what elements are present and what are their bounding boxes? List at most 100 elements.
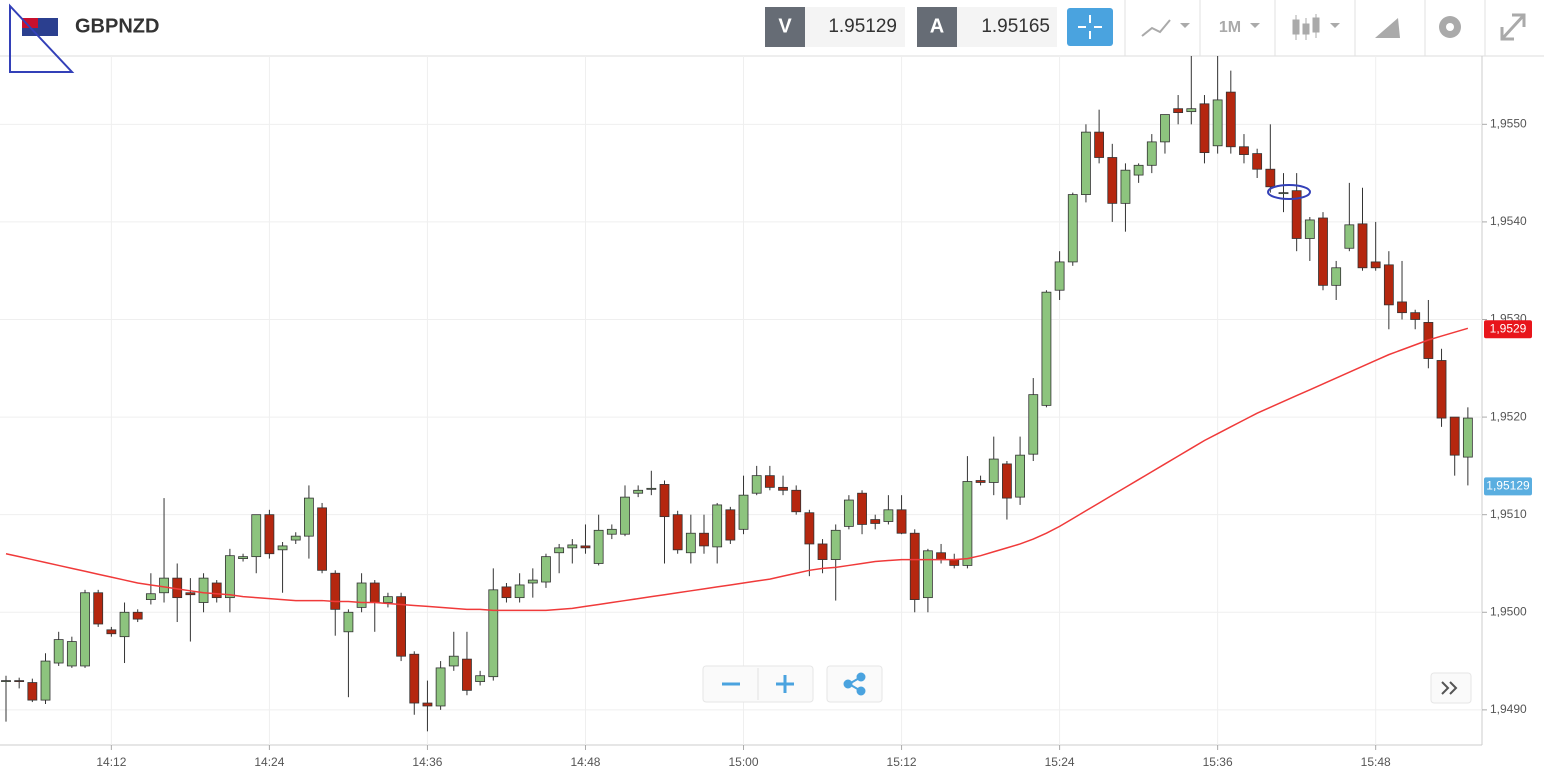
candle-body [462,658,472,691]
flag-part [22,18,38,28]
candle-body [685,532,696,554]
candle-body [1462,417,1473,458]
candle-body [106,629,117,635]
candle-body [435,667,446,707]
candle-body [896,509,907,534]
candle-body [343,611,354,633]
scroll-right-icon [1441,681,1458,695]
candle-body [488,589,499,678]
candle-body [725,509,736,541]
x-tick-label: 15:00 [729,755,759,769]
candle-body [264,514,275,555]
crosshair-button[interactable] [1067,8,1113,46]
candle-body [290,535,301,541]
scroll-right-button[interactable] [1430,672,1472,704]
candle-icon[interactable] [1292,14,1320,40]
candle-body [1146,141,1157,166]
candle-body [1331,267,1342,286]
y-tick-label: 1,9520 [1490,409,1527,423]
bid-label: V [778,15,792,37]
candle-body [277,545,288,551]
zoom-in[interactable] [776,675,794,693]
candle-body [1318,217,1328,286]
candle-body [817,543,828,560]
candle-body [949,559,960,566]
candle-body [251,514,262,558]
dropdown-arrow [1250,23,1260,28]
candle-body [330,572,341,610]
candle-body [620,496,630,535]
candle-body [738,494,749,530]
ask-badge[interactable] [917,7,957,47]
share-button[interactable] [826,665,883,703]
candle-body [1199,103,1210,154]
x-tick-label: 14:12 [96,755,126,769]
candle-body [712,504,723,548]
candle-body [778,486,788,491]
candle-body [804,512,815,545]
candle-body [317,507,327,571]
candle-body [53,639,64,664]
candle-body [1239,146,1249,155]
annotation-ellipse [1267,184,1311,200]
candle-body [1120,169,1131,204]
candle-body [145,593,156,600]
candle-body [1028,394,1039,455]
candle-body [1278,192,1289,195]
candle-body [475,675,486,682]
drawing-icon[interactable] [1375,18,1400,38]
candle-body [830,529,841,560]
candle-body [119,611,130,638]
candle-body [211,582,222,599]
x-tick-label: 14:24 [254,755,284,769]
candle-body [962,481,973,566]
candle-body [909,532,920,600]
timeframe[interactable]: 1M [1219,19,1241,36]
candle-body [1436,360,1447,419]
candle-body [988,458,999,483]
toolbar-separators [1124,0,1486,56]
ask-box [957,7,1057,47]
x-tick-label: 15:48 [1361,755,1391,769]
fullscreen-icon[interactable] [1500,13,1526,41]
candle-body [857,492,867,525]
candle-body [396,596,407,657]
drawing-triangle [9,3,75,73]
candle-body [409,653,420,704]
candle-body [238,556,248,559]
dropdown-arrow [1180,23,1190,28]
candle-body [1081,131,1091,195]
dropdown-arrow [1330,23,1340,28]
candle-body [791,489,802,513]
candle-body [1173,108,1184,114]
candle-body [593,529,604,564]
candle-body [1160,114,1170,143]
candle-body [1357,223,1368,269]
candle-body [369,582,380,603]
bid-value: 1.95129 [828,16,897,37]
candle-body [1304,219,1315,239]
candle-body [843,499,854,527]
candle-body [527,579,538,584]
candle-body [383,596,393,603]
ma-tag-label: 1,9529 [1490,321,1527,335]
candle-body [159,577,169,594]
price-tag [1484,477,1532,496]
candle-body [1370,261,1381,269]
y-tick-label: 1,9500 [1490,604,1527,618]
candle-body [1133,164,1144,176]
candle-body [541,556,551,583]
candle-body [80,592,90,667]
x-tick-label: 15:36 [1203,755,1233,769]
symbol: GBPNZD [75,15,159,37]
candle-body [751,475,762,494]
y-tick-label: 1,9550 [1490,116,1527,130]
candle-body [1410,312,1421,320]
bid-badge[interactable] [765,7,805,47]
x-tick-label: 14:36 [412,755,442,769]
candle-body [356,582,367,608]
chart-type-icon[interactable] [1141,19,1171,37]
candle-body [1225,91,1236,148]
